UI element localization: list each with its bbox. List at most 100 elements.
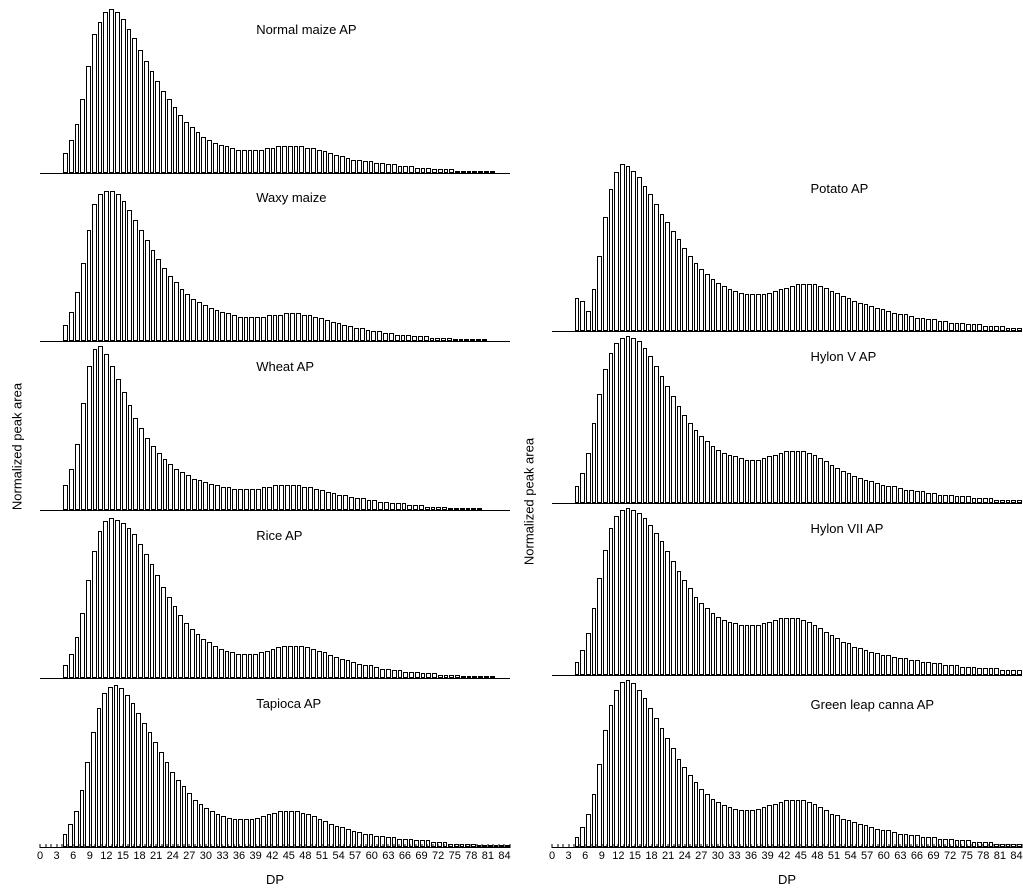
x-tick-mark bbox=[612, 844, 613, 848]
bar bbox=[597, 578, 602, 675]
bar bbox=[983, 326, 988, 331]
bar bbox=[813, 804, 818, 847]
bar bbox=[1000, 844, 1005, 847]
bar bbox=[167, 597, 172, 679]
x-tick-mark bbox=[316, 844, 317, 848]
bar bbox=[215, 485, 220, 510]
bar bbox=[421, 673, 426, 678]
bar bbox=[409, 672, 414, 679]
x-tick-mark bbox=[839, 844, 840, 848]
bar bbox=[156, 259, 161, 341]
x-tick-mark bbox=[684, 844, 685, 848]
bar bbox=[476, 339, 481, 341]
bar bbox=[575, 298, 580, 331]
bar bbox=[824, 461, 829, 503]
bar bbox=[380, 669, 385, 679]
bar bbox=[643, 186, 648, 331]
bar bbox=[92, 551, 97, 679]
bar bbox=[80, 99, 85, 173]
x-tick-mark bbox=[255, 844, 256, 848]
bar bbox=[282, 146, 287, 172]
bar bbox=[818, 807, 823, 847]
bar bbox=[319, 318, 324, 341]
x-tick-mark bbox=[250, 844, 251, 848]
bar bbox=[75, 637, 80, 678]
bar bbox=[705, 608, 710, 675]
bar bbox=[1017, 670, 1022, 675]
bar bbox=[460, 508, 465, 510]
bar bbox=[259, 652, 264, 678]
bar bbox=[69, 654, 74, 679]
bar bbox=[626, 336, 631, 503]
bar bbox=[185, 294, 190, 341]
bar bbox=[369, 665, 374, 678]
x-tick-mark bbox=[756, 844, 757, 848]
x-tick-mark bbox=[40, 844, 41, 848]
bar bbox=[174, 469, 179, 510]
bar bbox=[430, 338, 435, 341]
bar bbox=[267, 315, 272, 341]
bar bbox=[733, 623, 738, 675]
x-tick-mark bbox=[640, 844, 641, 848]
x-tick-mark bbox=[211, 844, 212, 848]
bar bbox=[184, 122, 189, 173]
x-tick-label: 48 bbox=[299, 850, 311, 862]
bar bbox=[847, 298, 852, 331]
x-tick-mark bbox=[767, 844, 768, 848]
bar bbox=[671, 231, 676, 331]
bar bbox=[354, 328, 359, 341]
bar bbox=[114, 685, 119, 847]
bar bbox=[575, 486, 580, 503]
bar bbox=[201, 639, 206, 678]
bar bbox=[824, 632, 829, 675]
x-tick-label: 78 bbox=[977, 850, 989, 862]
x-tick-mark bbox=[78, 844, 79, 848]
x-tick-mark bbox=[388, 844, 389, 848]
bar bbox=[402, 503, 407, 510]
bar bbox=[142, 723, 147, 847]
bar bbox=[858, 648, 863, 675]
bar bbox=[597, 256, 602, 331]
bar bbox=[677, 239, 682, 331]
bar bbox=[168, 464, 173, 510]
bar bbox=[174, 282, 179, 341]
x-tick-mark bbox=[128, 844, 129, 848]
x-tick-mark bbox=[443, 844, 444, 848]
bar bbox=[620, 164, 625, 331]
bar bbox=[682, 248, 687, 332]
bar bbox=[921, 491, 926, 503]
bar bbox=[464, 339, 469, 341]
bar bbox=[261, 816, 266, 847]
bar bbox=[955, 496, 960, 503]
x-tick-mark bbox=[482, 844, 483, 848]
bar bbox=[643, 698, 648, 847]
bar bbox=[716, 283, 721, 331]
x-tick-mark bbox=[712, 844, 713, 848]
bar bbox=[665, 551, 670, 675]
bar bbox=[818, 286, 823, 331]
bar bbox=[660, 728, 665, 847]
bar bbox=[139, 428, 144, 510]
bar bbox=[620, 510, 625, 675]
bar bbox=[314, 489, 319, 510]
bar bbox=[193, 800, 198, 847]
bar bbox=[271, 649, 276, 678]
bar bbox=[386, 164, 391, 172]
bar bbox=[830, 635, 835, 675]
bar bbox=[236, 654, 241, 679]
x-tick-mark bbox=[563, 844, 564, 848]
plot-area bbox=[552, 164, 1022, 332]
bar bbox=[144, 554, 149, 678]
bar bbox=[357, 664, 362, 679]
x-tick-mark bbox=[961, 844, 962, 848]
panel-waxy-maize: Waxy maize bbox=[40, 174, 510, 343]
x-tick-label: 48 bbox=[811, 850, 823, 862]
bar bbox=[682, 415, 687, 504]
bar bbox=[409, 166, 414, 173]
bar bbox=[110, 366, 115, 510]
x-tick-label: 6 bbox=[70, 850, 76, 862]
panel-potato-ap: Potato AP bbox=[552, 160, 1022, 332]
x-tick-label: 36 bbox=[745, 850, 757, 862]
x-tick-mark bbox=[944, 844, 945, 848]
x-tick-mark bbox=[740, 844, 741, 848]
